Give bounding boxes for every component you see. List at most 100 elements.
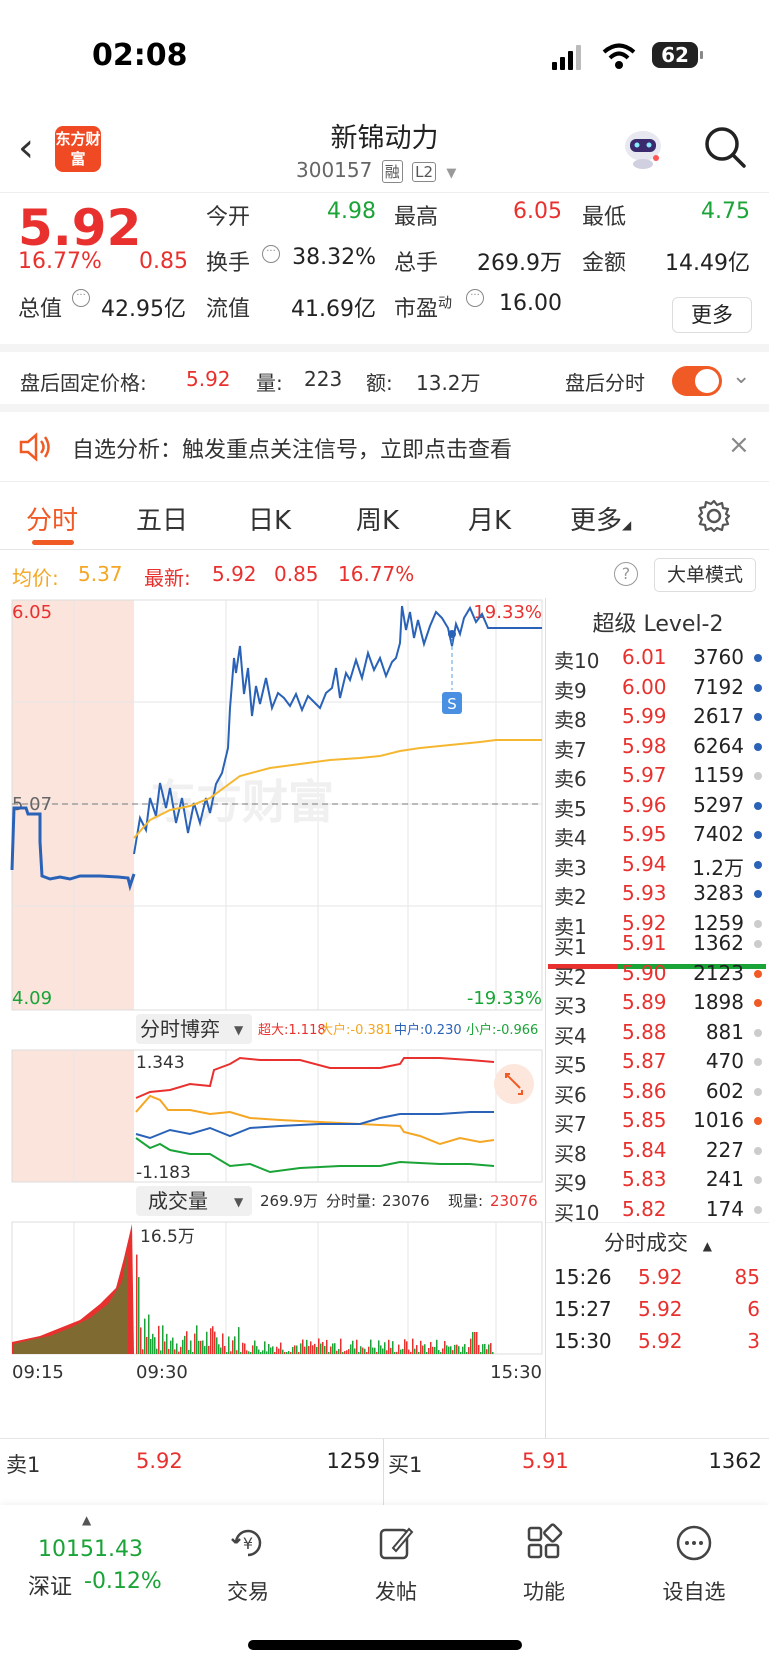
alert-text: 自选分析：触发重点关注信号，立即点击查看 [72, 438, 513, 463]
info-icon[interactable]: ··· [262, 245, 280, 263]
close-icon[interactable]: × [728, 430, 750, 460]
post-button[interactable]: 发帖 [336, 1523, 456, 1606]
volume-bar [486, 1349, 488, 1354]
volume-bar [350, 1344, 352, 1354]
ask-level: 卖6 [554, 767, 587, 791]
quote-panel: 5.92 16.77% 0.85 今开 4.98 最高 6.05 最低 4.75… [0, 192, 769, 352]
volume-bars [136, 1254, 494, 1354]
volume-bar [396, 1351, 398, 1354]
tab-more[interactable]: 更多◢ [570, 500, 631, 537]
volume-bar [162, 1325, 164, 1354]
ask-row[interactable]: 卖8 5.99 2617 [546, 701, 769, 732]
avg-price-line [133, 739, 542, 839]
bid-row[interactable]: 买2 5.90 2123 [546, 958, 769, 989]
ask-row[interactable]: 卖3 5.94 1.2万 [546, 849, 769, 880]
trade-yen-icon: ¥ [231, 1529, 262, 1557]
ask-row[interactable]: 卖6 5.97 1159 [546, 760, 769, 791]
volume-selector[interactable] [136, 1186, 252, 1216]
bid-row[interactable]: 买6 5.86 602 [546, 1076, 769, 1107]
help-icon[interactable]: ? [614, 562, 638, 586]
expand-button[interactable] [494, 1064, 534, 1104]
volume-bar [488, 1344, 490, 1354]
volume-bar [354, 1348, 356, 1354]
volume-bar [436, 1339, 438, 1354]
volume-bar [148, 1314, 150, 1354]
info-icon[interactable]: ··· [72, 289, 90, 307]
ask-row[interactable]: 卖2 5.93 3283 [546, 878, 769, 909]
volume-bar [182, 1339, 184, 1354]
ask-row[interactable]: 卖1 5.92 1259 [546, 908, 769, 939]
tab-5day[interactable]: 五日 [136, 506, 189, 536]
add-watchlist-button[interactable]: 设自选 [634, 1523, 754, 1606]
volume-bar [174, 1349, 176, 1354]
tab-daily-k[interactable]: 日K [248, 506, 292, 536]
volume-bar [208, 1345, 210, 1354]
chart-tabs: 分时 五日 日K 周K 月K 更多◢ [0, 482, 769, 550]
index-name: 深证 [28, 1575, 73, 1600]
legend-large: 大户:-0.381 [320, 1022, 392, 1038]
volume-bar [304, 1346, 306, 1354]
volume-bar [358, 1352, 360, 1354]
trade-button[interactable]: ¥ 交易 [188, 1523, 308, 1606]
tab-timeshare[interactable]: 分时 [26, 506, 79, 536]
volume-bar [202, 1340, 204, 1354]
volume-bar [408, 1349, 410, 1354]
ask-row[interactable]: 卖9 6.00 7192 [546, 672, 769, 703]
function-button[interactable]: 功能 [484, 1523, 604, 1606]
ask-level: 卖1 [554, 914, 587, 939]
bid-row[interactable]: 买9 5.83 241 [546, 1164, 769, 1195]
ask-row[interactable]: 卖10 6.01 3760 [546, 642, 769, 673]
volume-bar [308, 1346, 310, 1354]
sell-marker-icon[interactable] [442, 692, 462, 714]
after-hours-toggle[interactable] [672, 366, 722, 396]
after-price-label: 盘后固定价格: [20, 371, 147, 395]
bid-row[interactable]: 买4 5.88 881 [546, 1017, 769, 1048]
order-dot [754, 831, 762, 839]
order-book[interactable]: 超级 Level-2 卖10 6.01 3760 卖9 6.00 7192 卖8 5.99 26… [545, 598, 769, 1438]
ask-row[interactable]: 卖4 5.95 7402 [546, 819, 769, 850]
bid-row[interactable]: 买10 5.82 174 [546, 1194, 769, 1225]
ask-row[interactable]: 卖7 5.98 6264 [546, 731, 769, 762]
legend-mid: 中户:0.230 [394, 1022, 462, 1038]
tab-more-label: 更多 [570, 506, 623, 536]
search-icon[interactable] [702, 124, 748, 170]
assistant-robot-icon[interactable] [620, 126, 666, 170]
volume-bar [210, 1328, 212, 1354]
big-order-mode-button[interactable]: 大单模式 [654, 558, 756, 592]
volume-bar [374, 1347, 376, 1354]
volume-bar [356, 1339, 358, 1354]
back-button[interactable]: ‹ [18, 125, 34, 171]
bid-row[interactable]: 买3 5.89 1898 [546, 987, 769, 1018]
bid-level: 买9 [554, 1171, 587, 1195]
info-icon[interactable]: ··· [466, 289, 484, 307]
volume-bar [492, 1352, 494, 1354]
volume-bar [160, 1350, 162, 1354]
trades-header[interactable]: 分时成交 ▲ [546, 1222, 769, 1258]
chevron-down-icon[interactable]: ⌄ [732, 364, 751, 389]
ask-price: 6.00 [622, 674, 667, 699]
alert-banner[interactable]: 自选分析：触发重点关注信号，立即点击查看 × [0, 412, 769, 482]
volume-bar [158, 1325, 160, 1354]
trade-time: 15:27 [554, 1297, 612, 1321]
marker-label: S [447, 695, 457, 713]
bid-row[interactable]: 买8 5.84 227 [546, 1135, 769, 1166]
volume-bar [342, 1352, 344, 1354]
bid-row[interactable]: 买1 5.91 1362 [546, 928, 769, 959]
tab-monthly-k[interactable]: 月K [468, 506, 512, 536]
intraday-chart[interactable]: 东方财富 6.05 5.07 4.09 19.33% -19.33% S 分时博… [0, 598, 545, 1438]
order-dot [754, 1028, 762, 1037]
bid-row[interactable]: 买7 5.85 1016 [546, 1105, 769, 1136]
bid-row[interactable]: 买5 5.87 470 [546, 1046, 769, 1077]
volume-bar [292, 1346, 294, 1354]
more-button[interactable]: 更多 [672, 297, 752, 333]
game-selector[interactable] [136, 1014, 252, 1044]
settings-gear-icon[interactable] [696, 498, 732, 534]
tab-weekly-k[interactable]: 周K [356, 506, 400, 536]
bid-level: 买7 [554, 1112, 587, 1136]
latest-label: 最新: [144, 566, 191, 590]
stock-code-line[interactable]: 300157 融 L2 ▼ [296, 158, 456, 183]
index-widget[interactable]: ▲ 10151.43 深证 -0.12% [20, 1513, 180, 1603]
ask-row[interactable]: 卖5 5.96 5297 [546, 790, 769, 821]
volume-bar [218, 1344, 220, 1354]
volume-bar [180, 1346, 182, 1354]
